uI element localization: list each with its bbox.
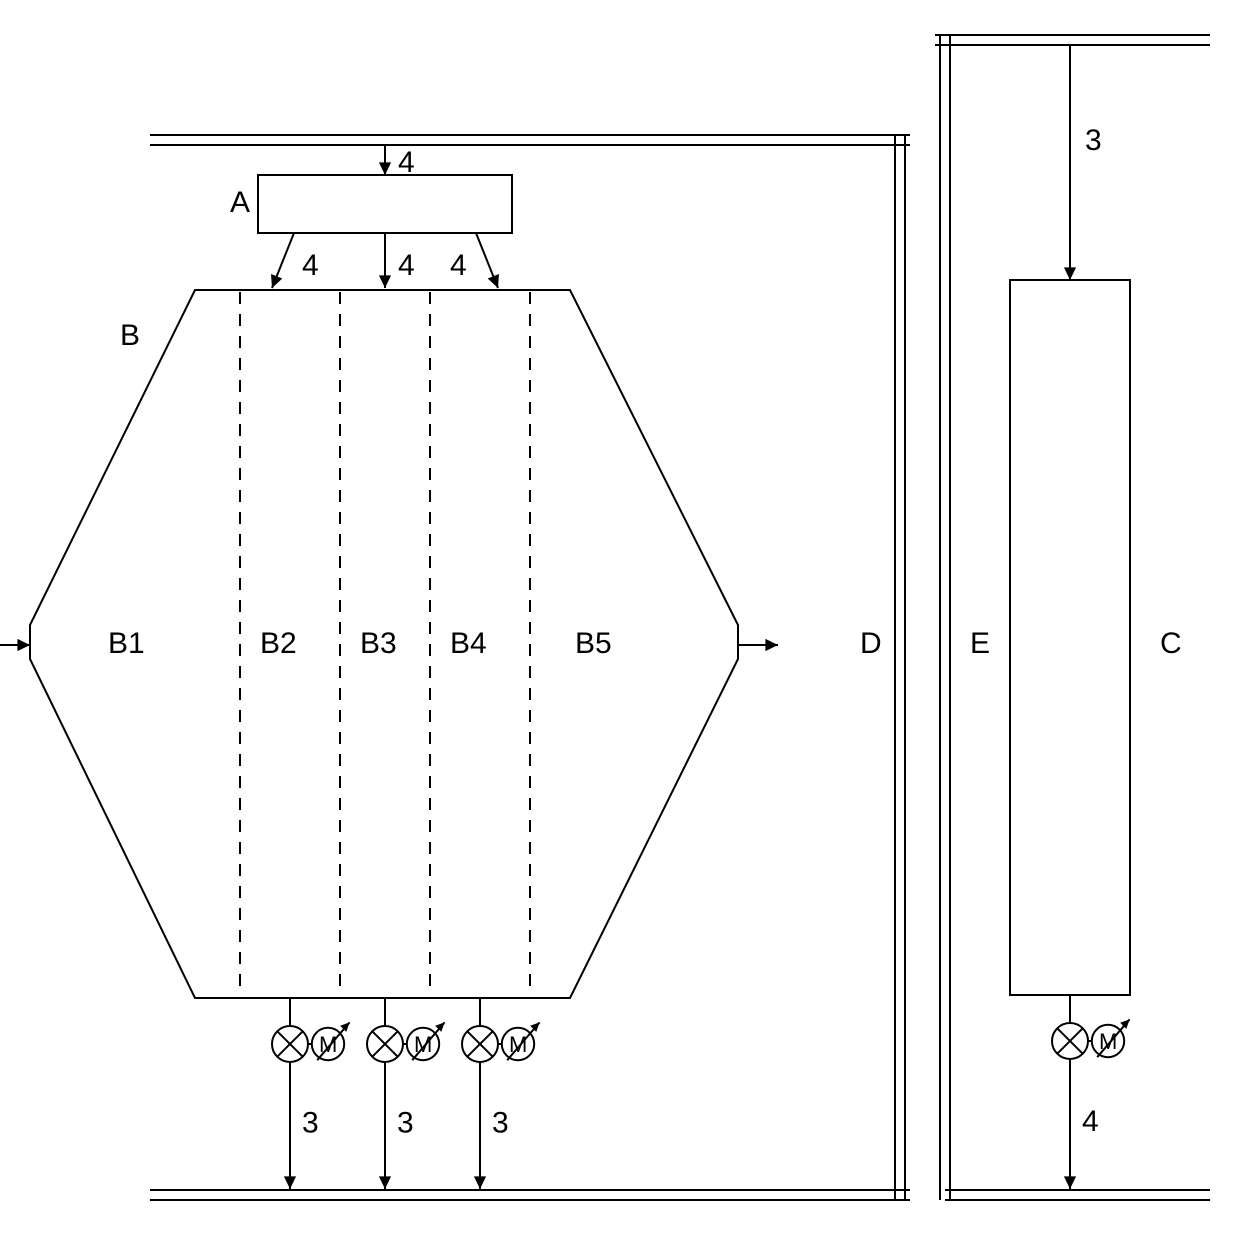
svg-text:M: M	[1099, 1029, 1117, 1054]
svg-text:M: M	[509, 1032, 527, 1057]
octagon-b: B B1 B2 B3 B4 B5	[0, 290, 778, 998]
svg-text:M: M	[414, 1032, 432, 1057]
svg-text:D: D	[860, 627, 882, 660]
valve: M3	[272, 998, 350, 1189]
svg-text:B2: B2	[260, 627, 297, 660]
svg-text:3: 3	[492, 1107, 509, 1140]
svg-text:C: C	[1160, 627, 1182, 660]
svg-text:A: A	[230, 186, 250, 219]
svg-text:B4: B4	[450, 627, 487, 660]
box-a: A	[230, 175, 512, 233]
svg-text:4: 4	[398, 146, 415, 179]
svg-text:3: 3	[1085, 124, 1102, 157]
svg-text:B3: B3	[360, 627, 397, 660]
svg-text:4: 4	[398, 249, 415, 282]
svg-text:4: 4	[1082, 1105, 1099, 1138]
svg-text:B1: B1	[108, 627, 145, 660]
svg-text:E: E	[970, 627, 990, 660]
valve: M3	[367, 998, 445, 1189]
pipe-e: E	[935, 35, 1210, 1200]
valve: M3	[462, 998, 540, 1189]
svg-text:B: B	[120, 319, 140, 352]
valve: M4	[1052, 995, 1130, 1189]
svg-text:4: 4	[302, 249, 319, 282]
svg-text:M: M	[319, 1032, 337, 1057]
box-c: C	[1010, 280, 1182, 995]
svg-text:3: 3	[302, 1107, 319, 1140]
svg-text:B5: B5	[575, 627, 612, 660]
svg-text:3: 3	[397, 1107, 414, 1140]
svg-text:4: 4	[450, 249, 467, 282]
